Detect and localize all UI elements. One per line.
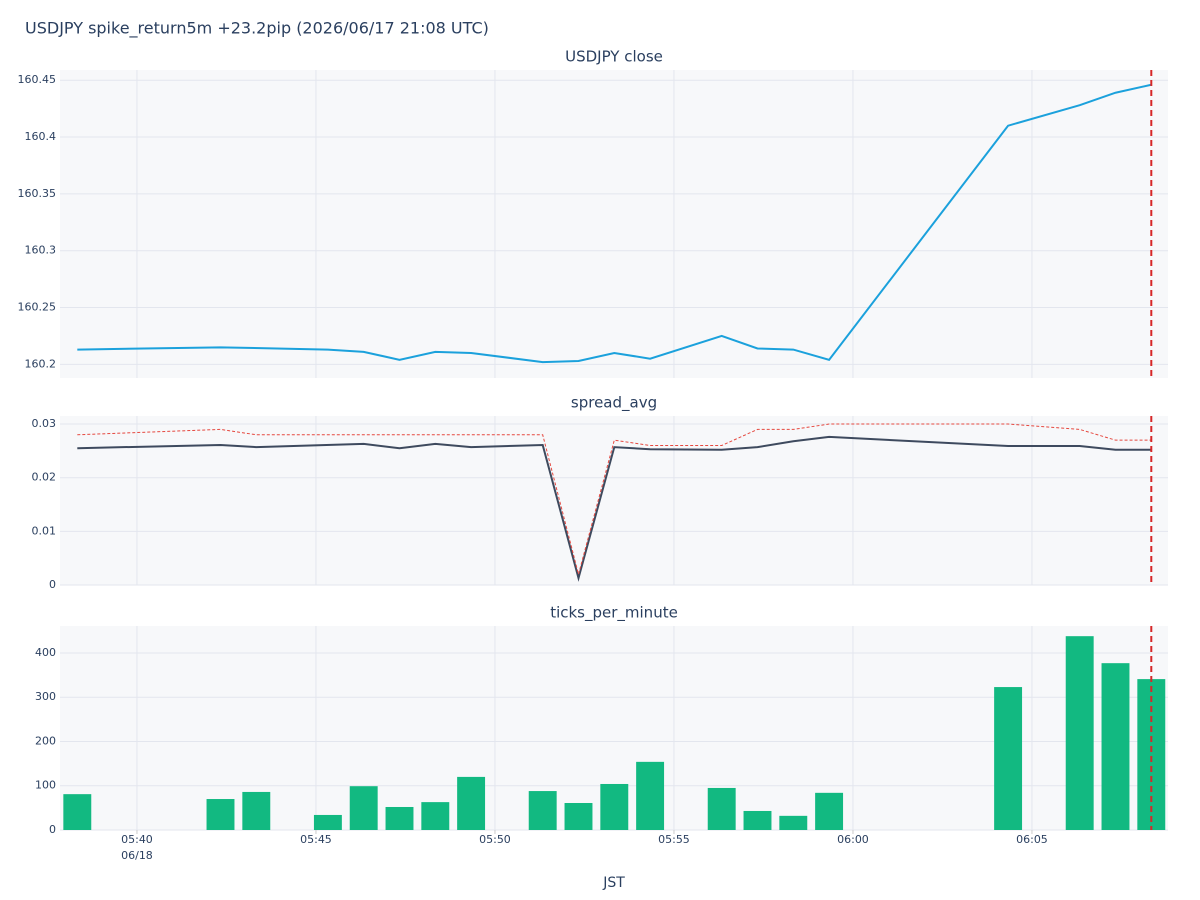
plot-area [60, 70, 1168, 378]
series-line [77, 423, 1152, 577]
bar [707, 787, 736, 830]
y-tick-label: 0.03 [32, 417, 57, 430]
bar [1065, 636, 1094, 830]
y-tick-label: 0 [49, 823, 56, 836]
bar [779, 815, 808, 830]
bar [1137, 679, 1166, 830]
bar [242, 791, 271, 830]
y-tick-label: 200 [35, 734, 56, 747]
bar [63, 794, 92, 830]
x-tick-label: 05:40 [121, 833, 153, 846]
y-tick-label: 160.2 [25, 357, 57, 370]
x-tick-label: 06:00 [837, 833, 869, 846]
bar [313, 814, 342, 830]
panel-title: USDJPY close [565, 48, 663, 66]
x-tick-label: 05:50 [479, 833, 511, 846]
y-tick-label: 400 [35, 646, 56, 659]
y-tick-label: 160.3 [25, 244, 57, 257]
y-tick-label: 160.4 [25, 130, 57, 143]
x-date-label: 06/18 [121, 849, 153, 862]
bar [206, 799, 235, 830]
y-tick-label: 160.45 [18, 73, 57, 86]
bar [1101, 663, 1130, 830]
bar [994, 687, 1023, 830]
y-tick-label: 160.25 [18, 301, 57, 314]
panel-title: ticks_per_minute [550, 604, 678, 623]
bar [385, 806, 414, 830]
x-tick-label: 05:45 [300, 833, 332, 846]
bar [815, 792, 844, 830]
bar [600, 783, 629, 830]
series-line [77, 83, 1152, 364]
x-tick-label: 05:55 [658, 833, 690, 846]
bar [349, 786, 378, 830]
series-line [77, 435, 1152, 582]
y-tick-label: 300 [35, 690, 56, 703]
y-tick-label: 160.35 [18, 187, 57, 200]
bar [457, 776, 486, 830]
bar [564, 803, 593, 830]
bar [636, 761, 665, 830]
panel-title: spread_avg [571, 394, 657, 413]
bar [421, 802, 450, 830]
x-axis-title: JST [602, 875, 625, 891]
y-tick-label: 100 [35, 779, 56, 792]
y-tick-label: 0 [49, 578, 56, 591]
page-title: USDJPY spike_return5m +23.2pip (2026/06/… [25, 19, 489, 39]
bar [528, 791, 557, 830]
bar [743, 810, 772, 830]
x-tick-label: 06:05 [1016, 833, 1048, 846]
y-tick-label: 0.02 [32, 471, 57, 484]
y-tick-label: 0.01 [32, 524, 57, 537]
